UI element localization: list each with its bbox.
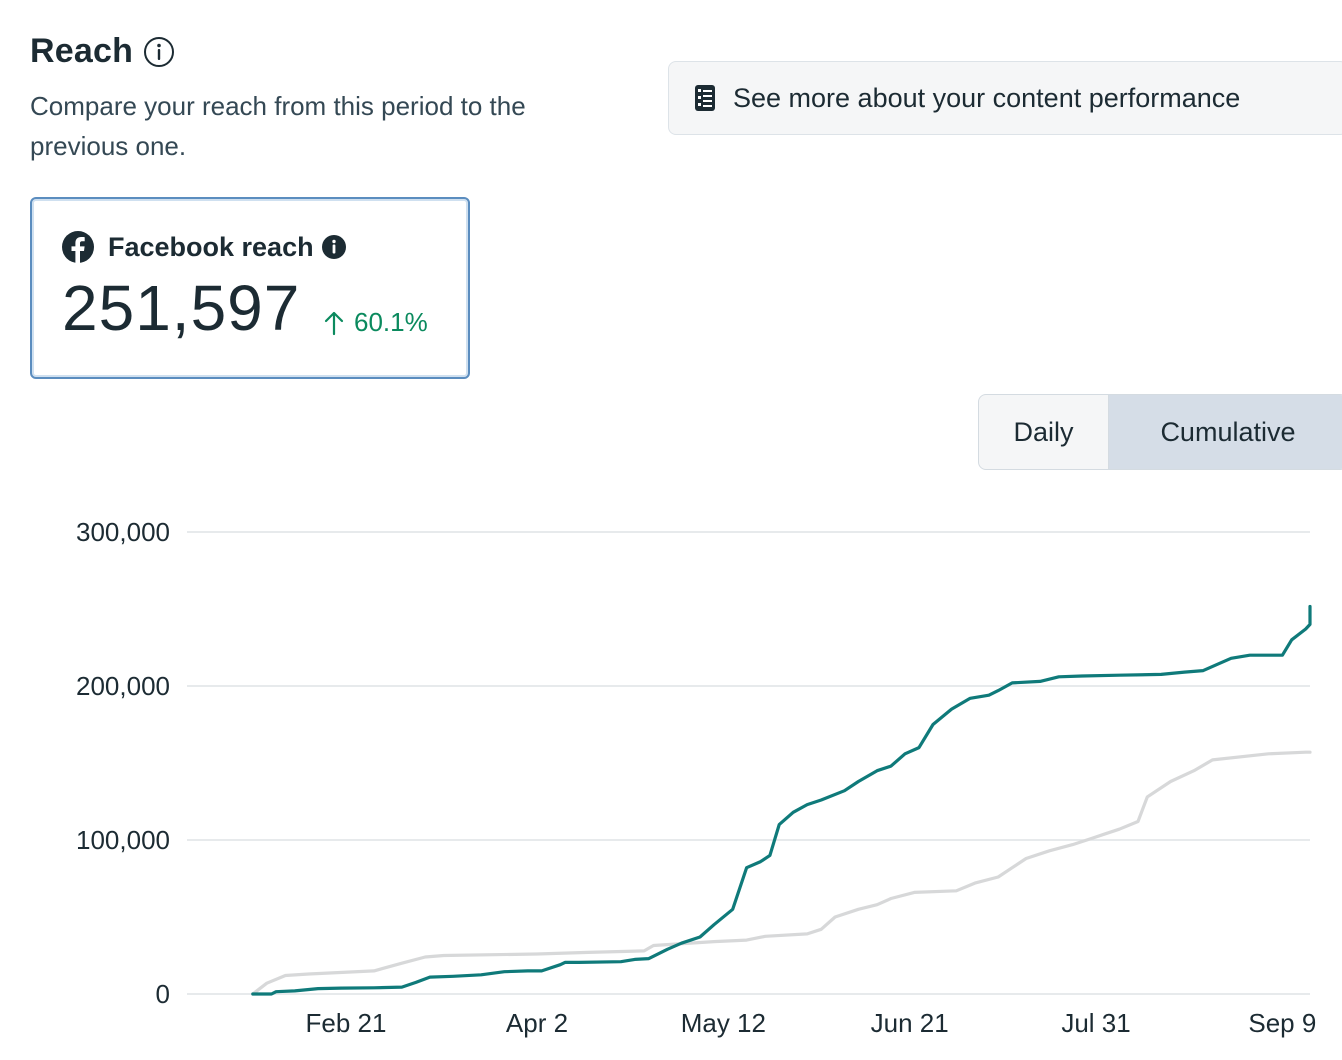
subtitle-line-2: previous one. (30, 131, 187, 161)
info-filled-icon[interactable] (321, 235, 346, 259)
x-tick-label: Jun 21 (871, 1008, 949, 1038)
content-performance-button[interactable]: See more about your content performance (668, 61, 1342, 135)
x-tick-label: Sep 9 (1248, 1008, 1316, 1038)
previous-period-line (251, 750, 1312, 996)
view-toggle: Daily Cumulative (978, 394, 1342, 470)
y-tick-label: 0 (156, 979, 170, 1009)
page-title: Reach (30, 32, 134, 70)
x-tick-label: Feb 21 (306, 1008, 387, 1038)
page-subtitle: Compare your reach from this period to t… (30, 86, 630, 166)
arrow-up-icon (324, 311, 344, 335)
reach-change-percent: 60.1% (354, 307, 428, 337)
info-icon[interactable] (143, 36, 175, 68)
notebook-icon (695, 85, 715, 111)
reach-value: 251,597 (62, 272, 301, 344)
y-tick-label: 300,000 (76, 517, 170, 547)
reach-header: Reach (30, 32, 175, 71)
content-performance-label: See more about your content performance (733, 82, 1241, 113)
x-tick-label: Apr 2 (506, 1008, 568, 1038)
toggle-daily[interactable]: Daily (979, 395, 1109, 469)
facebook-icon (62, 231, 94, 263)
reach-line-chart: 0 100,000 200,000 300,000 Feb 21 Apr 2 May 12 J… (76, 517, 1316, 1038)
x-tick-label: Jul 31 (1061, 1008, 1130, 1038)
y-tick-label: 200,000 (76, 671, 170, 701)
card-header: Facebook reach (62, 231, 346, 263)
subtitle-line-1: Compare your reach from this period to t… (30, 91, 526, 121)
reach-change: 60.1% (324, 307, 428, 338)
facebook-reach-card[interactable]: Facebook reach 251,597 60.1% (30, 197, 470, 379)
toggle-cumulative[interactable]: Cumulative (1108, 395, 1342, 469)
x-tick-label: May 12 (681, 1008, 766, 1038)
card-title: Facebook reach (108, 231, 314, 262)
y-tick-label: 100,000 (76, 825, 170, 855)
current-period-line (251, 604, 1312, 996)
